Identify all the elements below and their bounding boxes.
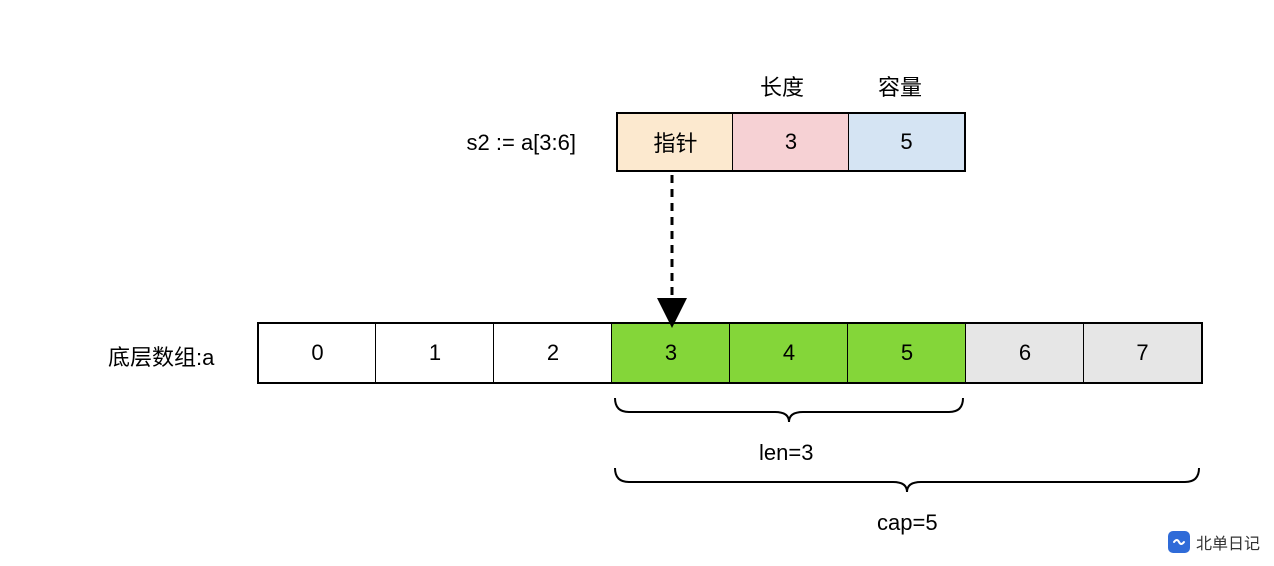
array-cell-5: 5 xyxy=(847,322,967,384)
header-cell-2: 5 xyxy=(848,112,966,172)
array-cell-7: 7 xyxy=(1083,322,1203,384)
len-label: len=3 xyxy=(759,440,813,466)
array-cell-0: 0 xyxy=(257,322,377,384)
cap-brace xyxy=(615,468,1199,492)
length-header-label: 长度 xyxy=(760,70,804,102)
capacity-header-label: 容量 xyxy=(878,70,922,102)
header-cell-0: 指针 xyxy=(616,112,734,172)
overlay-svg xyxy=(0,0,1274,566)
cap-label: cap=5 xyxy=(877,510,938,536)
array-cell-3: 3 xyxy=(611,322,731,384)
len-brace xyxy=(615,398,963,422)
slice-decl-label: s2 := a[3:6] xyxy=(376,130,576,156)
watermark-icon xyxy=(1168,531,1190,553)
array-cell-6: 6 xyxy=(965,322,1085,384)
array-cell-1: 1 xyxy=(375,322,495,384)
array-cell-4: 4 xyxy=(729,322,849,384)
watermark: 北单日记 xyxy=(1168,530,1260,554)
array-cell-2: 2 xyxy=(493,322,613,384)
array-label: 底层数组:a xyxy=(108,340,214,372)
watermark-text: 北单日记 xyxy=(1196,530,1260,554)
header-cell-1: 3 xyxy=(732,112,850,172)
